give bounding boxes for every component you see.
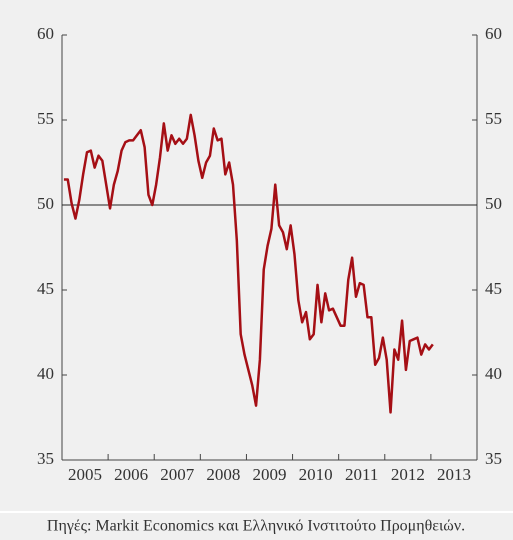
y-tick-label: 40 [37, 364, 54, 383]
y2-tick-label: 35 [485, 449, 502, 468]
y2-tick-label: 60 [485, 24, 502, 43]
data-line [63, 113, 434, 414]
y-tick-label: 55 [37, 109, 54, 128]
y-tick-label: 45 [37, 279, 54, 298]
x-tick-label: 2012 [391, 465, 425, 484]
x-tick-label: 2013 [437, 465, 471, 484]
x-tick-label: 2007 [160, 465, 195, 484]
y-tick-label: 35 [37, 449, 54, 468]
x-tick-label: 2005 [68, 465, 102, 484]
x-tick-label: 2011 [345, 465, 378, 484]
source-note: Πηγές: Markit Economics και Ελληνικό Ινσ… [47, 518, 465, 535]
y-tick-label: 50 [37, 194, 54, 213]
y2-tick-label: 45 [485, 279, 502, 298]
x-tick-label: 2006 [114, 465, 148, 484]
x-tick-label: 2009 [253, 465, 287, 484]
y2-tick-label: 55 [485, 109, 502, 128]
y2-tick-label: 50 [485, 194, 502, 213]
x-tick-label: 2008 [206, 465, 240, 484]
x-tick-label: 2010 [299, 465, 333, 484]
y2-tick-label: 40 [485, 364, 502, 383]
y-tick-label: 60 [37, 24, 54, 43]
